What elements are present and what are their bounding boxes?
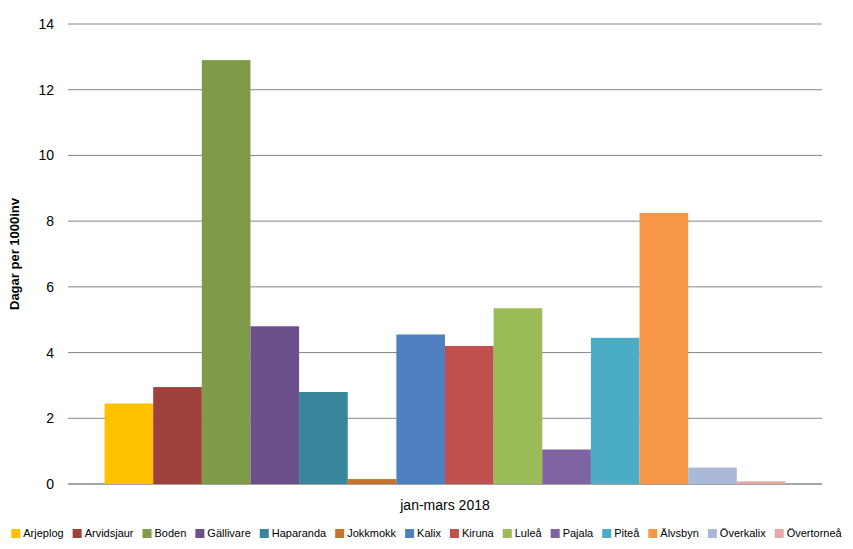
legend-label: Kiruna [462,527,495,539]
legend: Arjeplog Arvidsjaur Boden Gällivare Haparand… [11,527,842,539]
legend-label: Pajala [563,527,594,539]
legend-swatch [405,529,414,538]
legend-label: Jokkmokk [347,527,396,539]
legend-label: Arvidsjaur [85,527,134,539]
bar [202,60,251,484]
bar [494,308,543,484]
legend-swatch [335,529,344,538]
chart: 0 2 4 6 8 10 12 14 jan-mars 2018 Dagar per 1000in… [0,0,853,549]
category-label: jan-mars 2018 [399,497,490,513]
legend-label: Kalix [417,527,441,539]
grid-line [68,24,822,25]
bar [640,213,689,484]
bar [348,479,397,484]
legend-swatch [602,529,611,538]
bar [105,404,154,485]
y-axis-label: Dagar per 1000inv [7,197,22,310]
legend-label: Haparanda [272,527,327,539]
legend-label: Älvsbyn [660,527,699,539]
legend-swatch [143,529,152,538]
bar [250,326,299,484]
tick-label: 8 [46,213,54,229]
bar [396,335,445,485]
grid-line [68,221,822,222]
grid-line [68,89,822,90]
tick-label: 14 [38,16,54,32]
legend-label: Arjeplog [23,527,63,539]
legend-label: Luleå [515,527,543,539]
tick-label: 12 [38,82,54,98]
tick-label: 10 [38,147,54,163]
legend-label: Övertorneå [787,527,843,539]
legend-swatch [11,529,20,538]
bars [105,60,786,484]
legend-swatch [708,529,717,538]
tick-label: 6 [46,279,54,295]
grid-line [68,286,822,287]
legend-swatch [648,529,657,538]
bar [299,392,348,484]
bar [153,387,202,484]
legend-swatch [195,529,204,538]
tick-label: 4 [46,345,54,361]
legend-label: Boden [155,527,187,539]
legend-swatch [73,529,82,538]
bar [737,481,786,484]
grid-line [68,155,822,156]
legend-swatch [551,529,560,538]
tick-label: 2 [46,410,54,426]
bar [688,468,737,484]
legend-swatch [260,529,269,538]
legend-label: Piteå [614,527,640,539]
bar [445,346,494,484]
legend-swatch [775,529,784,538]
legend-label: Gällivare [207,527,250,539]
legend-label: Överkalix [720,527,766,539]
legend-swatch [503,529,512,538]
bar [542,450,591,485]
bar [591,338,640,484]
tick-label: 0 [46,476,54,492]
legend-swatch [450,529,459,538]
